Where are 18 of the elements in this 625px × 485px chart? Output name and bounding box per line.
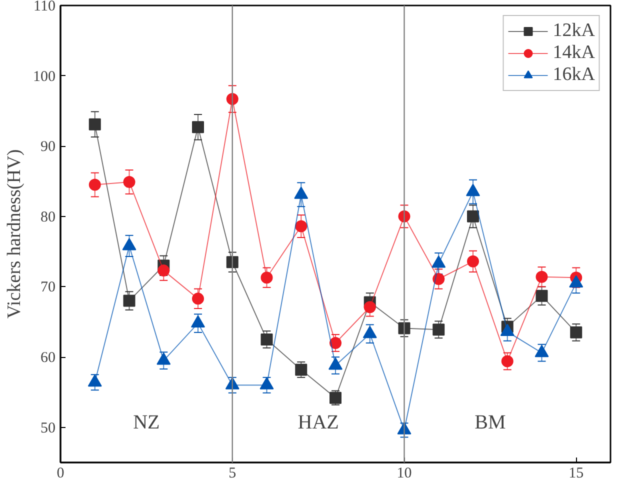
x-tick-label: 10 xyxy=(396,466,412,482)
annotation: HAZ xyxy=(298,412,339,434)
y-tick-label: 80 xyxy=(40,209,56,226)
annotation: BM xyxy=(474,412,506,434)
y-tick-label: 70 xyxy=(40,280,56,296)
legend-label: 14kA xyxy=(552,42,595,64)
legend-label: 16kA xyxy=(552,64,595,86)
x-tick-label: 5 xyxy=(228,466,236,482)
y-tick-label: 50 xyxy=(40,420,56,436)
legend-label: 12kA xyxy=(552,20,595,42)
x-tick-label: 15 xyxy=(568,466,584,482)
y-axis-title: Vickers hardness(HV) xyxy=(4,149,25,319)
y-tick-label: 60 xyxy=(40,350,56,366)
y-tick-label: 110 xyxy=(34,0,56,14)
x-tick-label: 0 xyxy=(56,466,64,482)
y-tick-label: 90 xyxy=(40,139,56,156)
y-tick-label: 100 xyxy=(33,68,56,85)
annotation: NZ xyxy=(133,412,160,434)
